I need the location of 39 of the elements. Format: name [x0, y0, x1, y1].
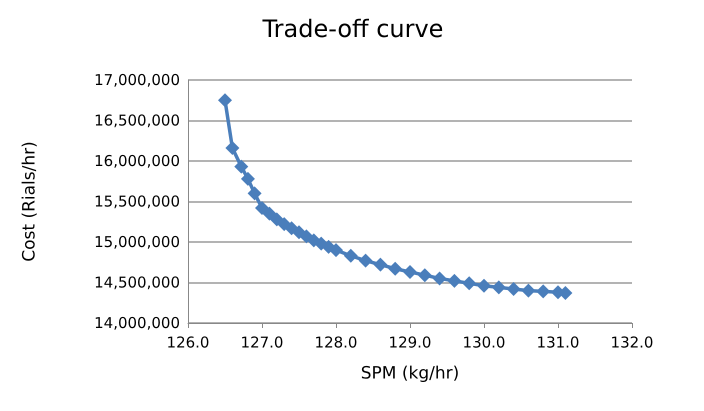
y-tick-label: 14,500,000: [94, 274, 180, 292]
x-tick-label: 126.0: [166, 334, 210, 352]
point: [492, 280, 506, 294]
y-axis-title: Cost (Rials/hr): [20, 141, 40, 262]
x-axis-title: SPM (kg/hr): [360, 364, 460, 384]
x-tick-label: 127.0: [240, 334, 284, 352]
point: [329, 243, 343, 258]
point: [477, 278, 491, 293]
point: [521, 284, 536, 298]
point: [536, 284, 550, 298]
point: [358, 254, 373, 268]
point: [403, 264, 417, 279]
point: [388, 262, 402, 276]
point: [240, 172, 255, 186]
point: [234, 160, 248, 174]
y-tick-label: 16,500,000: [94, 112, 180, 130]
point: [447, 274, 462, 288]
point: [225, 141, 240, 156]
x-tick-label: 129.0: [388, 334, 432, 352]
point: [248, 186, 262, 200]
chart-title: Trade-off curve: [262, 15, 444, 43]
point: [462, 276, 476, 290]
point: [344, 248, 358, 263]
y-tick-label: 14,000,000: [94, 314, 180, 332]
point: [262, 206, 276, 221]
point: [418, 268, 432, 282]
point: [432, 271, 447, 286]
point: [373, 258, 388, 272]
y-tick-label: 17,000,000: [94, 71, 180, 89]
x-tick-label: 132.0: [610, 334, 654, 352]
y-tick-label: 15,500,000: [94, 192, 180, 210]
point: [218, 93, 232, 108]
point: [506, 282, 521, 296]
y-tick-label: 16,000,000: [94, 152, 180, 170]
point: [255, 200, 269, 215]
x-tick-label: 128.0: [314, 334, 358, 352]
y-tick-label: 15,000,000: [94, 233, 180, 251]
x-tick-label: 131.0: [536, 334, 580, 352]
x-tick-label: 130.0: [462, 334, 506, 352]
